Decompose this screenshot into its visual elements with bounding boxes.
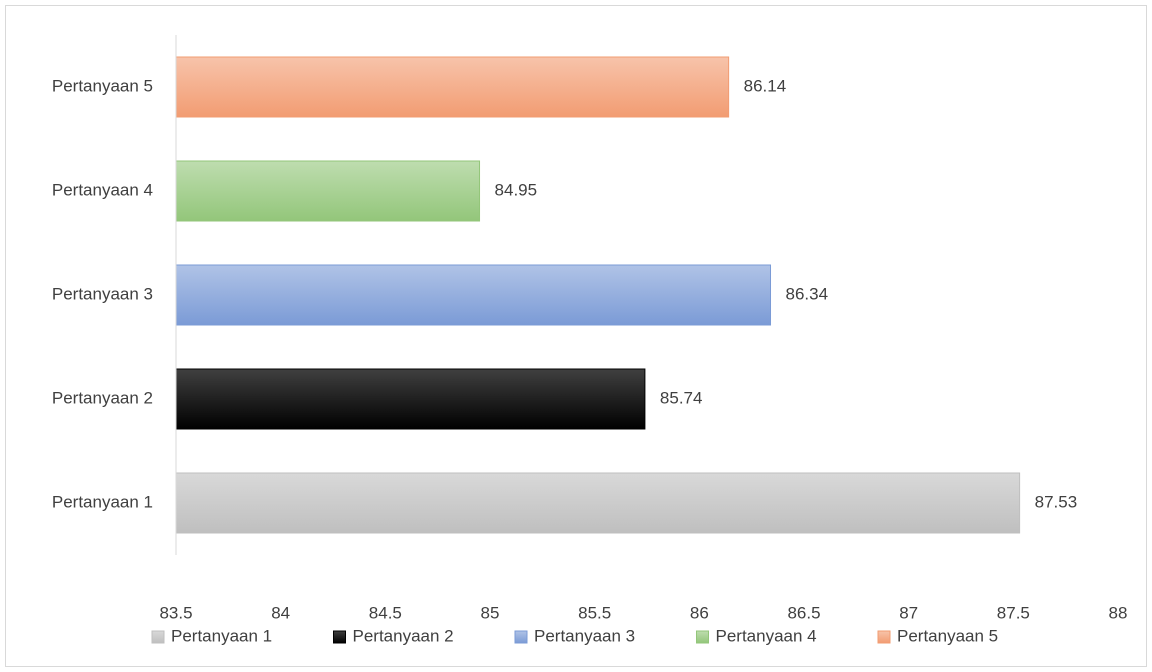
x-tick-label: 87: [899, 603, 918, 622]
x-tick-label: 86: [690, 603, 709, 622]
y-tick-label: Pertanyaan 5: [52, 76, 153, 95]
x-tick-label: 85.5: [578, 603, 611, 622]
legend-label: Pertanyaan 3: [534, 626, 635, 645]
bar: [175, 160, 481, 222]
legend-label: Pertanyaan 5: [897, 626, 998, 645]
legend-label: Pertanyaan 2: [353, 626, 454, 645]
x-tick-label: 84.5: [369, 603, 402, 622]
x-tick-label: 84: [271, 603, 290, 622]
legend-swatch: [877, 630, 891, 644]
y-tick-label: Pertanyaan 4: [52, 180, 153, 199]
value-label: 84.95: [495, 180, 538, 199]
y-tick-label: Pertanyaan 2: [52, 388, 153, 407]
bar: [175, 368, 646, 430]
y-tick-label: Pertanyaan 3: [52, 284, 153, 303]
value-label: 86.14: [744, 76, 787, 95]
x-tick-label: 83.5: [159, 603, 192, 622]
bar: [175, 472, 1021, 534]
value-label: 86.34: [786, 284, 829, 303]
bar: [175, 264, 772, 326]
legend-label: Pertanyaan 4: [716, 626, 817, 645]
y-tick-label: Pertanyaan 1: [52, 492, 153, 511]
legend-swatch: [696, 630, 709, 644]
bar: [175, 56, 730, 118]
x-tick-label: 85: [481, 603, 500, 622]
value-label: 87.53: [1035, 492, 1078, 511]
x-tick-label: 88: [1109, 603, 1128, 622]
x-tick-label: 86.5: [787, 603, 820, 622]
legend-label: Pertanyaan 1: [171, 626, 272, 645]
x-tick-label: 87.5: [997, 603, 1030, 622]
value-label: 85.74: [660, 388, 703, 407]
legend-swatch: [151, 630, 165, 644]
legend-swatch: [514, 630, 528, 644]
legend-swatch: [333, 630, 346, 644]
